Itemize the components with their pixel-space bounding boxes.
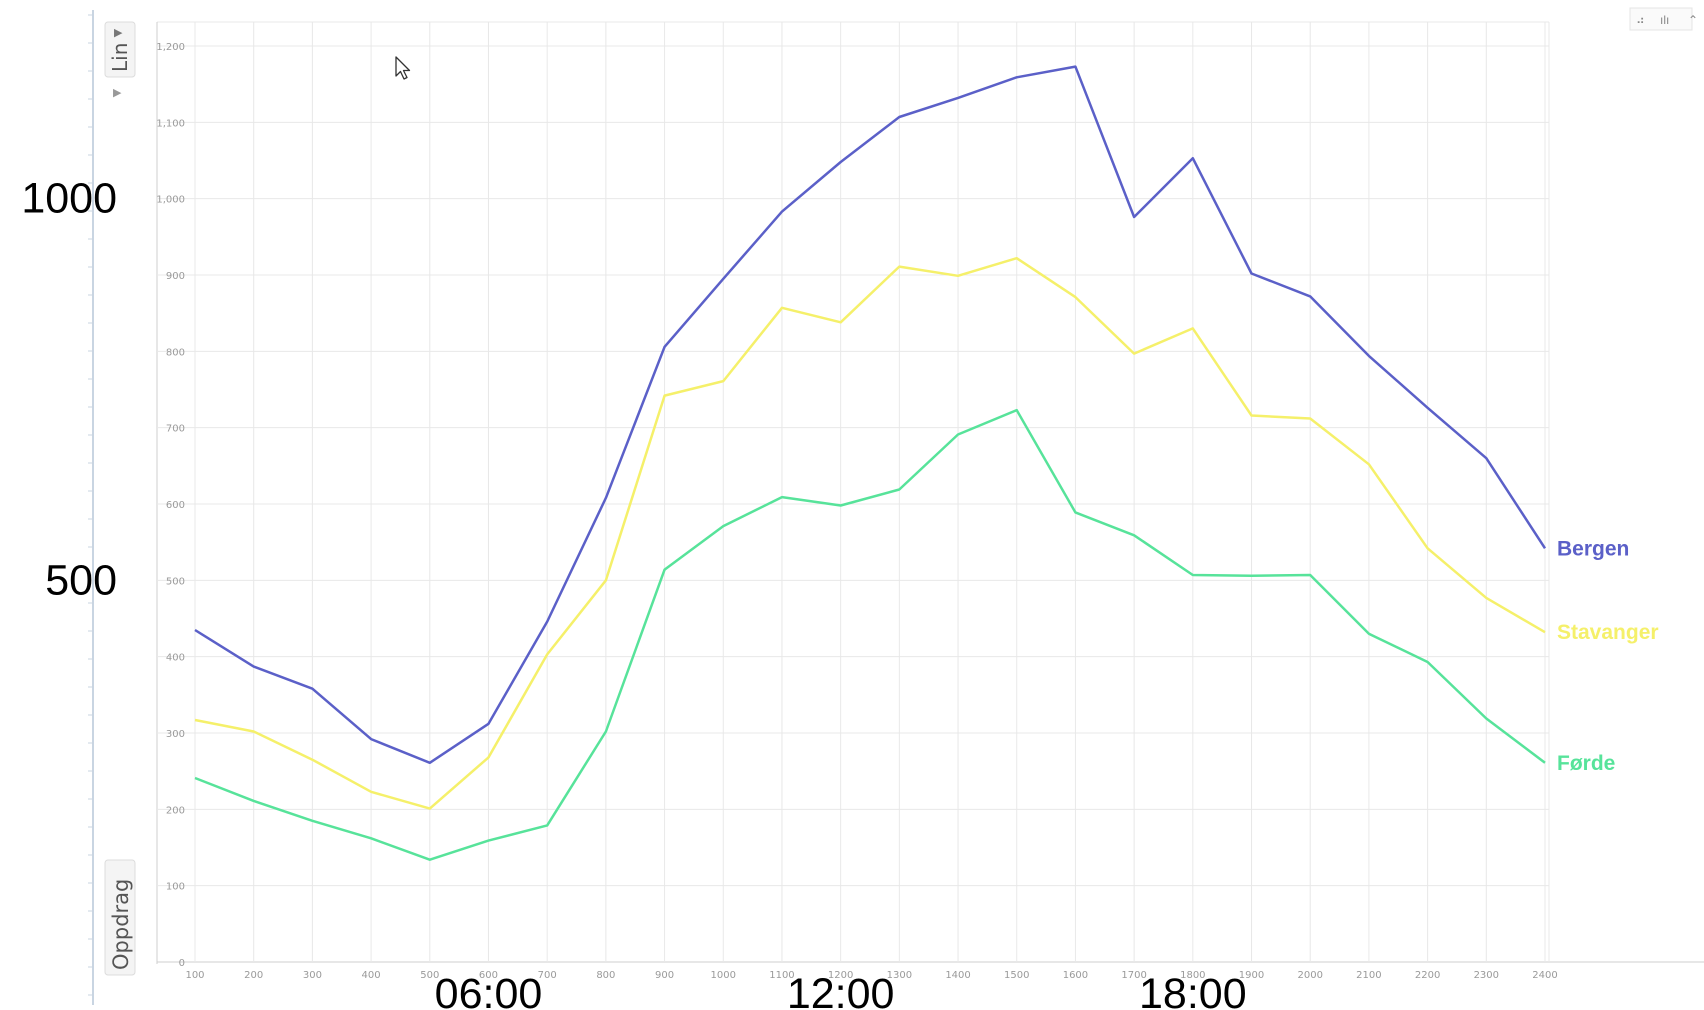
x-tick-label: 900 — [655, 970, 674, 981]
x-tick-label: 1000 — [711, 970, 736, 981]
grid-lines — [157, 22, 1550, 962]
x-axis-ticks: 100 200 300 400 500 600 700 800 900 1000 1100 1200 1… — [185, 970, 1557, 981]
scale-toggle-label: Lin — [108, 43, 132, 72]
x-tick-label: 1800 — [1180, 970, 1205, 981]
mouse-cursor-icon — [395, 56, 411, 80]
series-line-bergen — [194, 65, 1547, 765]
chart-type-toolbar[interactable]: ⠴ ılı ⌃ — [1629, 7, 1698, 31]
y-tick-label: 600 — [166, 500, 185, 511]
y-tick-label: 400 — [166, 653, 185, 664]
collapse-arrow-icon[interactable]: ▶ — [113, 87, 122, 99]
y-tick-label: 1,100 — [156, 118, 185, 129]
x-tick-label: 700 — [538, 970, 557, 981]
x-tick-label: 2200 — [1415, 970, 1440, 981]
big-x-label: 06:00 — [435, 970, 543, 1010]
y-tick-label: 800 — [166, 347, 185, 358]
y-tick-label: 0 — [179, 958, 185, 969]
y-tick-label: 500 — [166, 576, 185, 587]
bar-chart-icon[interactable]: ılı — [1660, 13, 1669, 27]
x-tick-label: 1100 — [769, 970, 794, 981]
scale-toggle-arrow-icon: ▶ — [114, 26, 123, 39]
series-line-f-rde — [194, 408, 1546, 861]
x-tick-label: 1300 — [887, 970, 912, 981]
y-tick-label: 700 — [166, 424, 185, 435]
y-tick-label: 300 — [166, 729, 185, 740]
x-tick-label: 2300 — [1474, 970, 1499, 981]
x-tick-label: 100 — [185, 970, 204, 981]
x-tick-label: 2100 — [1356, 970, 1381, 981]
big-x-label: 18:00 — [1139, 970, 1247, 1010]
y-tick-label: 100 — [166, 882, 185, 893]
x-tick-label: 2400 — [1532, 970, 1557, 981]
scale-toggle-button[interactable]: Lin ▶ — [104, 21, 136, 78]
x-tick-label: 300 — [303, 970, 322, 981]
big-x-label: 12:00 — [787, 970, 895, 1010]
y-tick-label: 1,000 — [156, 195, 185, 206]
line-chart-icon[interactable]: ⌃ — [1688, 13, 1698, 27]
y-axis-ticks: 0 100 200 300 400 500 600 700 800 900 1,000 1,100 1,… — [156, 42, 185, 969]
series-line-stavanger — [194, 256, 1546, 810]
measure-selector-button[interactable]: Oppdrag — [104, 859, 136, 976]
x-tick-label: 2000 — [1297, 970, 1322, 981]
series-label-stavanger: Stavanger — [1557, 621, 1659, 644]
series-label-f-rde: Førde — [1557, 752, 1615, 775]
y-tick-label: 900 — [166, 271, 185, 282]
big-y-label: 1000 — [21, 175, 117, 223]
scatter-chart-icon[interactable]: ⠴ — [1636, 13, 1645, 27]
y-tick-label: 1,200 — [156, 42, 185, 53]
plot-frame — [156, 21, 1704, 964]
series-labels: Bergen Stavanger Førde — [1557, 537, 1659, 774]
measure-selector-label: Oppdrag — [109, 879, 133, 970]
series-label-bergen: Bergen — [1557, 537, 1629, 560]
x-tick-label: 600 — [479, 970, 498, 981]
y-tick-label: 200 — [166, 805, 185, 816]
big-y-label: 500 — [45, 556, 117, 604]
x-tick-label: 1500 — [1004, 970, 1029, 981]
x-tick-label: 200 — [244, 970, 263, 981]
x-tick-label: 800 — [596, 970, 615, 981]
x-tick-label: 1700 — [1121, 970, 1146, 981]
x-tick-label: 1200 — [828, 970, 853, 981]
x-tick-label: 1600 — [1063, 970, 1088, 981]
x-tick-label: 1400 — [945, 970, 970, 981]
series-lines — [194, 65, 1547, 861]
x-tick-label: 400 — [362, 970, 381, 981]
left-minor-ticks — [88, 14, 93, 996]
x-tick-label: 500 — [420, 970, 439, 981]
x-tick-label: 1900 — [1239, 970, 1264, 981]
